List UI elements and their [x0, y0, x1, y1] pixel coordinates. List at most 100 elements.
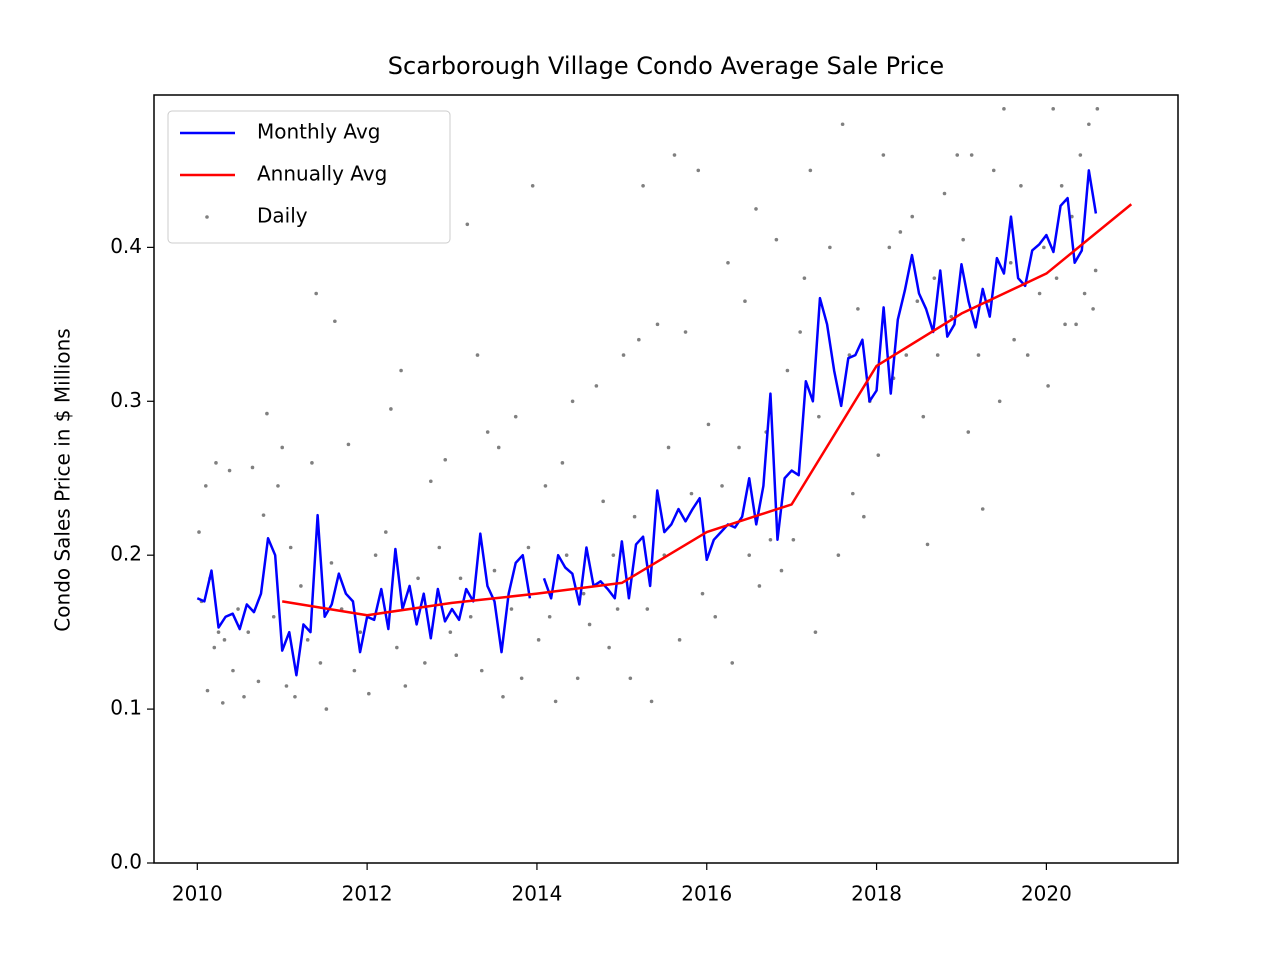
- daily-point: [791, 537, 796, 542]
- daily-point: [216, 630, 221, 634]
- daily-point: [601, 499, 605, 504]
- daily-point: [1063, 322, 1067, 327]
- daily-point: [611, 553, 616, 557]
- daily-point: [1095, 107, 1100, 111]
- daily-point: [942, 191, 947, 196]
- daily-point: [632, 514, 637, 519]
- x-tick-label: 2016: [681, 882, 732, 906]
- legend-label: Daily: [257, 204, 308, 228]
- daily-point: [1037, 291, 1042, 296]
- x-tick-label: 2018: [851, 882, 902, 906]
- daily-point: [284, 684, 289, 688]
- daily-point: [403, 684, 408, 688]
- daily-point: [666, 445, 671, 450]
- daily-point: [949, 314, 954, 319]
- daily-point: [437, 545, 442, 550]
- daily-point: [754, 207, 758, 211]
- daily-point: [205, 688, 210, 693]
- daily-point: [645, 607, 650, 611]
- daily-point: [1091, 307, 1095, 311]
- daily-point: [677, 638, 682, 642]
- legend-label: Annually Avg: [257, 162, 387, 186]
- daily-point: [536, 638, 541, 642]
- daily-point: [448, 630, 453, 634]
- daily-point: [641, 184, 645, 188]
- daily-point: [932, 276, 937, 280]
- daily-point: [220, 701, 225, 705]
- daily-point: [395, 645, 399, 650]
- daily-point: [696, 168, 701, 173]
- daily-point: [465, 222, 470, 227]
- daily-point: [785, 368, 790, 373]
- daily-point: [429, 479, 433, 484]
- daily-point: [615, 607, 620, 611]
- daily-point: [265, 411, 269, 416]
- daily-point: [564, 553, 569, 557]
- daily-point: [575, 676, 580, 681]
- daily-point: [526, 545, 531, 550]
- daily-point: [509, 607, 514, 611]
- daily-point: [1002, 107, 1006, 111]
- daily-point: [399, 368, 403, 373]
- daily-point: [246, 630, 251, 634]
- daily-point: [373, 553, 378, 557]
- daily-point: [384, 530, 388, 534]
- x-tick-label: 2012: [342, 882, 393, 906]
- daily-point: [700, 591, 705, 596]
- daily-point: [475, 353, 480, 357]
- daily-point: [1054, 276, 1059, 280]
- daily-point: [346, 442, 351, 447]
- plot-area: [196, 95, 1133, 711]
- daily-point: [280, 445, 285, 450]
- daily-point: [808, 168, 813, 173]
- daily-point: [271, 614, 276, 619]
- daily-point: [649, 699, 654, 704]
- y-tick-label: 0.0: [110, 850, 142, 874]
- daily-point: [836, 553, 841, 557]
- daily-point: [757, 584, 762, 588]
- daily-point: [594, 384, 599, 388]
- daily-point: [1078, 153, 1083, 157]
- daily-point: [706, 422, 711, 427]
- daily-point: [496, 445, 501, 450]
- daily-point: [876, 453, 881, 457]
- daily-point: [637, 337, 641, 342]
- daily-point: [991, 168, 996, 173]
- daily-point: [607, 645, 611, 650]
- daily-point: [197, 530, 201, 534]
- daily-point: [1074, 322, 1078, 327]
- daily-point: [530, 184, 535, 188]
- daily-point: [261, 513, 266, 517]
- daily-point: [458, 576, 463, 581]
- daily-point: [587, 622, 592, 627]
- daily-point: [485, 430, 490, 434]
- daily-point: [299, 584, 303, 588]
- daily-point: [1012, 337, 1016, 342]
- daily-point: [672, 153, 677, 157]
- legend-marker: [205, 215, 209, 219]
- daily-point: [389, 407, 393, 411]
- daily-point: [214, 461, 218, 465]
- daily-point: [288, 545, 293, 550]
- daily-point: [454, 653, 459, 658]
- daily-point: [1019, 184, 1023, 188]
- daily-point: [621, 353, 626, 357]
- daily-point: [222, 638, 227, 642]
- daily-point: [840, 122, 845, 127]
- daily-point: [479, 668, 484, 673]
- daily-point: [969, 153, 974, 157]
- daily-point: [468, 614, 473, 619]
- daily-point: [212, 645, 217, 650]
- daily-point: [881, 153, 886, 157]
- daily-point: [242, 694, 246, 699]
- daily-point: [305, 638, 310, 642]
- daily-point: [443, 457, 448, 462]
- chart-title: Scarborough Village Condo Average Sale P…: [388, 52, 944, 80]
- daily-point: [980, 507, 985, 511]
- daily-point: [519, 676, 524, 681]
- daily-point: [231, 668, 235, 673]
- daily-point: [713, 614, 718, 619]
- daily-point: [828, 245, 832, 250]
- daily-point: [628, 676, 633, 681]
- daily-point: [856, 307, 860, 311]
